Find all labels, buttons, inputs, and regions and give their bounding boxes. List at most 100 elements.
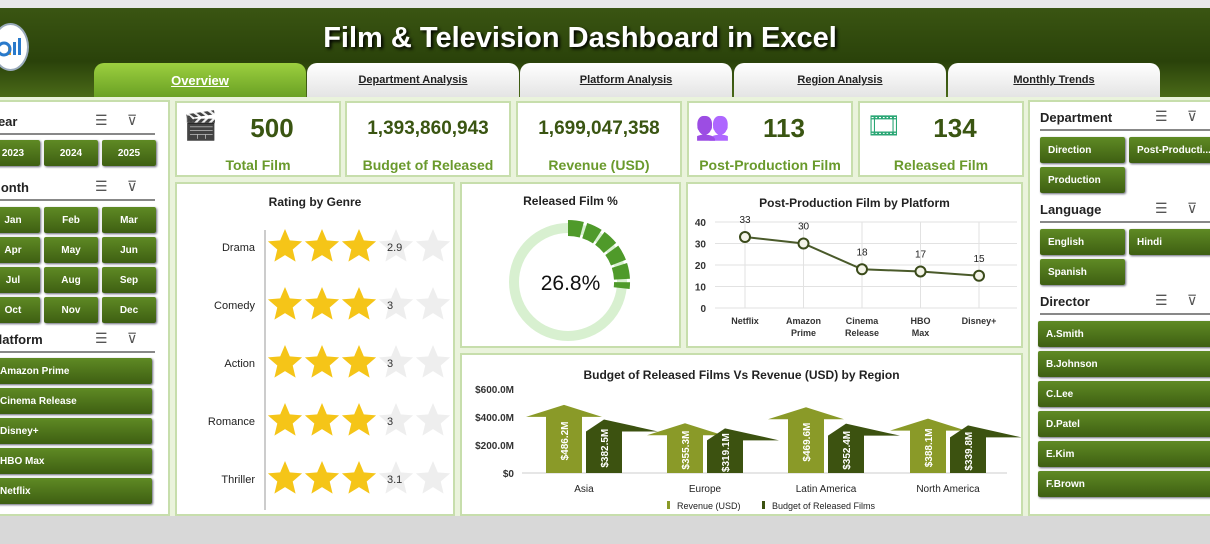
department-slicer-title: Department [1040, 110, 1113, 125]
platform-button[interactable]: HBO Max [0, 448, 152, 474]
kpi-card: 🎬 500 Total Film [175, 101, 341, 177]
tab-platform-analysis[interactable]: Platform Analysis [520, 63, 732, 97]
platform-button[interactable]: Netflix [0, 478, 152, 504]
rating-star [304, 461, 340, 494]
year-button[interactable]: 2024 [44, 140, 98, 166]
rating-star [267, 287, 303, 320]
y-tick: 30 [695, 240, 707, 251]
kpi-label: Total Film [225, 157, 291, 173]
rating-star [415, 403, 451, 436]
clear-filter-icon[interactable]: ⊽ [127, 330, 138, 346]
month-button[interactable]: Feb [44, 207, 98, 233]
clear-filter-icon[interactable]: ⊽ [127, 112, 138, 128]
tab-department-analysis[interactable]: Department Analysis [307, 63, 519, 97]
platform-button[interactable]: Amazon Prime [0, 358, 152, 384]
department-button[interactable]: Direction [1040, 137, 1125, 163]
rating-star [378, 403, 414, 436]
rating-star [341, 461, 377, 494]
department-button[interactable]: Post-Producti... [1129, 137, 1210, 163]
rating-chart: Drama 2.9 Comedy 3 Action 3 Romance 3 Thriller 3.… [208, 229, 451, 510]
year-slicer-title: Year [0, 114, 18, 129]
rating-value: 3 [387, 300, 393, 312]
rating-star [378, 345, 414, 378]
legend-swatch [667, 501, 670, 509]
y-tick: $200.0M [475, 441, 514, 452]
bar-label: $388.1M [924, 428, 935, 467]
director-button[interactable]: C.Lee [1038, 381, 1210, 407]
rating-star [378, 461, 414, 494]
bottom-strip [0, 516, 1210, 544]
platform-button[interactable]: Cinema Release [0, 388, 152, 414]
director-button[interactable]: B.Johnson [1038, 351, 1210, 377]
multi-select-icon[interactable]: ☰ [1155, 292, 1168, 308]
x-tick: Prime [791, 328, 816, 338]
clear-filter-icon[interactable]: ⊽ [1187, 292, 1198, 308]
rating-by-genre-card: Rating by Genre Drama 2.9 Comedy 3 Action 3 Ro… [175, 182, 455, 516]
rating-star [415, 287, 451, 320]
month-button[interactable]: Oct [0, 297, 40, 323]
language-button[interactable]: English [1040, 229, 1125, 255]
director-button[interactable]: E.Kim [1038, 441, 1210, 467]
clapperboard-icon: 🎬 [183, 110, 218, 141]
month-button[interactable]: May [44, 237, 98, 263]
multi-select-icon[interactable]: ☰ [95, 112, 108, 128]
month-button[interactable]: Dec [102, 297, 156, 323]
month-button[interactable]: Jun [102, 237, 156, 263]
month-button[interactable]: Mar [102, 207, 156, 233]
rating-star [267, 229, 303, 262]
language-button[interactable]: Hindi [1129, 229, 1210, 255]
divider [1040, 129, 1210, 131]
rating-star [304, 403, 340, 436]
x-tick: Cinema [846, 316, 880, 326]
divider [0, 351, 155, 353]
kpi-value: 500 [250, 113, 294, 143]
tab-overview[interactable]: Overview [94, 63, 306, 97]
month-button[interactable]: Sep [102, 267, 156, 293]
dashboard-title: Film & Television Dashboard in Excel [323, 22, 837, 54]
director-button[interactable]: A.Smith [1038, 321, 1210, 347]
rating-star [267, 345, 303, 378]
department-button[interactable]: Production [1040, 167, 1125, 193]
post-production-card: Post-Production Film by Platform 0 10 20 30… [686, 182, 1023, 348]
data-label: 33 [739, 215, 751, 226]
multi-select-icon[interactable]: ☰ [95, 330, 108, 346]
clear-filter-icon[interactable]: ⊽ [1187, 108, 1198, 124]
month-button[interactable]: Jul [0, 267, 40, 293]
multi-select-icon[interactable]: ☰ [95, 178, 108, 194]
bar-budget [586, 419, 658, 473]
clear-filter-icon[interactable]: ⊽ [1187, 200, 1198, 216]
rating-value: 3 [387, 416, 393, 428]
y-tick: $600.0M [475, 385, 514, 396]
month-button[interactable]: Nov [44, 297, 98, 323]
rating-star [415, 229, 451, 262]
tab-monthly-trends[interactable]: Monthly Trends [948, 63, 1160, 97]
clear-filter-icon[interactable]: ⊽ [127, 178, 138, 194]
multi-select-icon[interactable]: ☰ [1155, 108, 1168, 124]
platform-button[interactable]: Disney+ [0, 418, 152, 444]
month-button[interactable]: Apr [0, 237, 40, 263]
kpi-label: Post-Production Film [699, 157, 841, 173]
tab-region-analysis[interactable]: Region Analysis [734, 63, 946, 97]
director-button[interactable]: F.Brown [1038, 471, 1210, 497]
language-button[interactable]: Spanish [1040, 259, 1125, 285]
x-tick: Europe [689, 484, 722, 495]
kpi-card: 👥 113 Post-Production Film [687, 101, 853, 177]
chart-title: Post-Production Film by Platform [759, 196, 950, 210]
bar-label: $352.4M [842, 431, 853, 470]
chart-title: Released Film % [523, 194, 618, 208]
multi-select-icon[interactable]: ☰ [1155, 200, 1168, 216]
kpi-card: 🎞 134 Released Film [858, 101, 1024, 177]
month-button[interactable]: Jan [0, 207, 40, 233]
year-button[interactable]: 2023 [0, 140, 40, 166]
month-button[interactable]: Aug [44, 267, 98, 293]
donut-released-arc [567, 219, 631, 289]
bar-label: $339.8M [964, 432, 975, 471]
director-button[interactable]: D.Patel [1038, 411, 1210, 437]
rating-star [378, 229, 414, 262]
released-film-pct-card: Released Film % 26.8% [460, 182, 681, 348]
rating-star [415, 461, 451, 494]
bar-label: $486.2M [560, 422, 571, 461]
kpi-label: Revenue (USD) [548, 157, 650, 173]
year-button[interactable]: 2025 [102, 140, 156, 166]
genre-label: Drama [222, 242, 256, 254]
